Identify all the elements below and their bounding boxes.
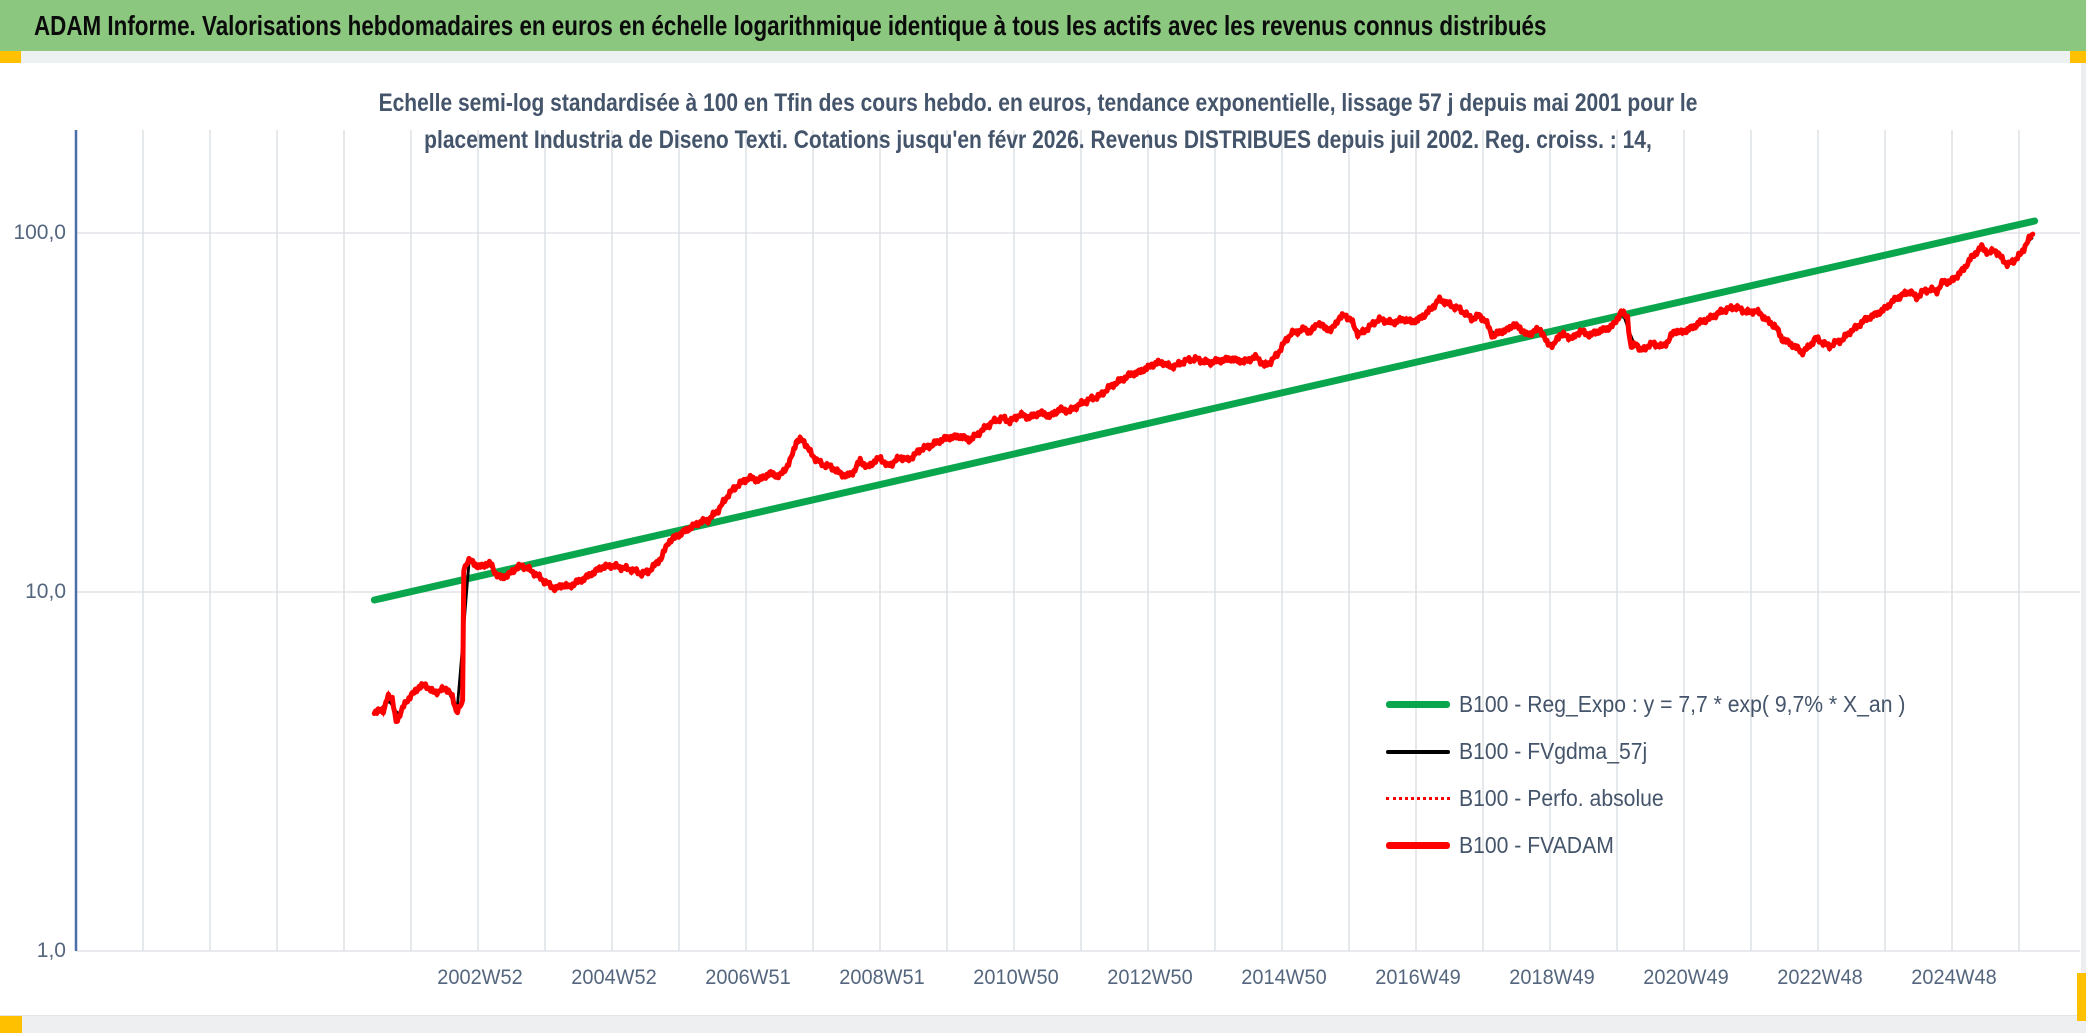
x-axis-label: 2008W51: [839, 966, 925, 989]
x-axis-label: 2012W50: [1107, 966, 1193, 989]
x-axis-label: 2022W48: [1777, 966, 1863, 989]
x-axis-label: 2002W52: [437, 966, 523, 989]
legend-label: B100 - Perfo. absolue: [1459, 785, 1664, 811]
legend-label: B100 - FVgdma_57j: [1459, 738, 1648, 764]
x-axis-label: 2010W50: [973, 966, 1059, 989]
bottom-row-strip: [0, 1015, 2086, 1033]
green-line-swatch-icon: [1386, 701, 1450, 708]
x-axis-label: 2016W49: [1375, 966, 1461, 989]
yellow-accent-top-left: [0, 51, 21, 63]
x-axis-label: 2004W52: [571, 966, 657, 989]
yellow-accent-bottom-left: [0, 1016, 22, 1033]
red-dotted-swatch-icon: [1386, 797, 1450, 800]
chart-subtitle: Echelle semi-log standardisée à 100 en T…: [166, 85, 1910, 159]
black-line-swatch-icon: [1386, 749, 1450, 754]
top-row-strip: [0, 51, 2086, 63]
legend-item-fvgdma: B100 - FVgdma_57j: [1386, 728, 1944, 775]
legend-item-fvadam: B100 - FVADAM: [1386, 822, 1944, 869]
report-title: ADAM Informe. Valorisations hebdomadaire…: [34, 10, 1547, 41]
yellow-accent-top-right: [2070, 51, 2086, 63]
x-axis-label: 2020W49: [1643, 966, 1729, 989]
x-axis-label: 2014W50: [1241, 966, 1327, 989]
legend-label: B100 - Reg_Expo : y = 7,7 * exp( 9,7% * …: [1459, 691, 1906, 717]
legend-label: B100 - FVADAM: [1459, 832, 1614, 858]
report-header-bar: ADAM Informe. Valorisations hebdomadaire…: [0, 0, 2086, 51]
y-axis-label-10: 10,0: [25, 580, 66, 603]
x-axis-label: 2018W49: [1509, 966, 1595, 989]
red-line-swatch-icon: [1386, 842, 1450, 849]
chart-subtitle-line2: placement Industria de Diseno Texti. Cot…: [424, 126, 1652, 154]
right-edge-band: [2081, 63, 2086, 1015]
chart-subtitle-line1: Echelle semi-log standardisée à 100 en T…: [378, 89, 1698, 117]
chart-legend: B100 - Reg_Expo : y = 7,7 * exp( 9,7% * …: [1386, 681, 1944, 869]
y-axis-label-1: 1,0: [36, 939, 66, 962]
yellow-accent-right: [2077, 973, 2086, 1021]
legend-item-reg-expo: B100 - Reg_Expo : y = 7,7 * exp( 9,7% * …: [1386, 681, 1944, 728]
y-axis-label-100: 100,0: [13, 221, 66, 244]
x-axis-label: 2006W51: [705, 966, 791, 989]
legend-item-perfo-absolue: B100 - Perfo. absolue: [1386, 775, 1944, 822]
x-axis-label: 2024W48: [1911, 966, 1997, 989]
